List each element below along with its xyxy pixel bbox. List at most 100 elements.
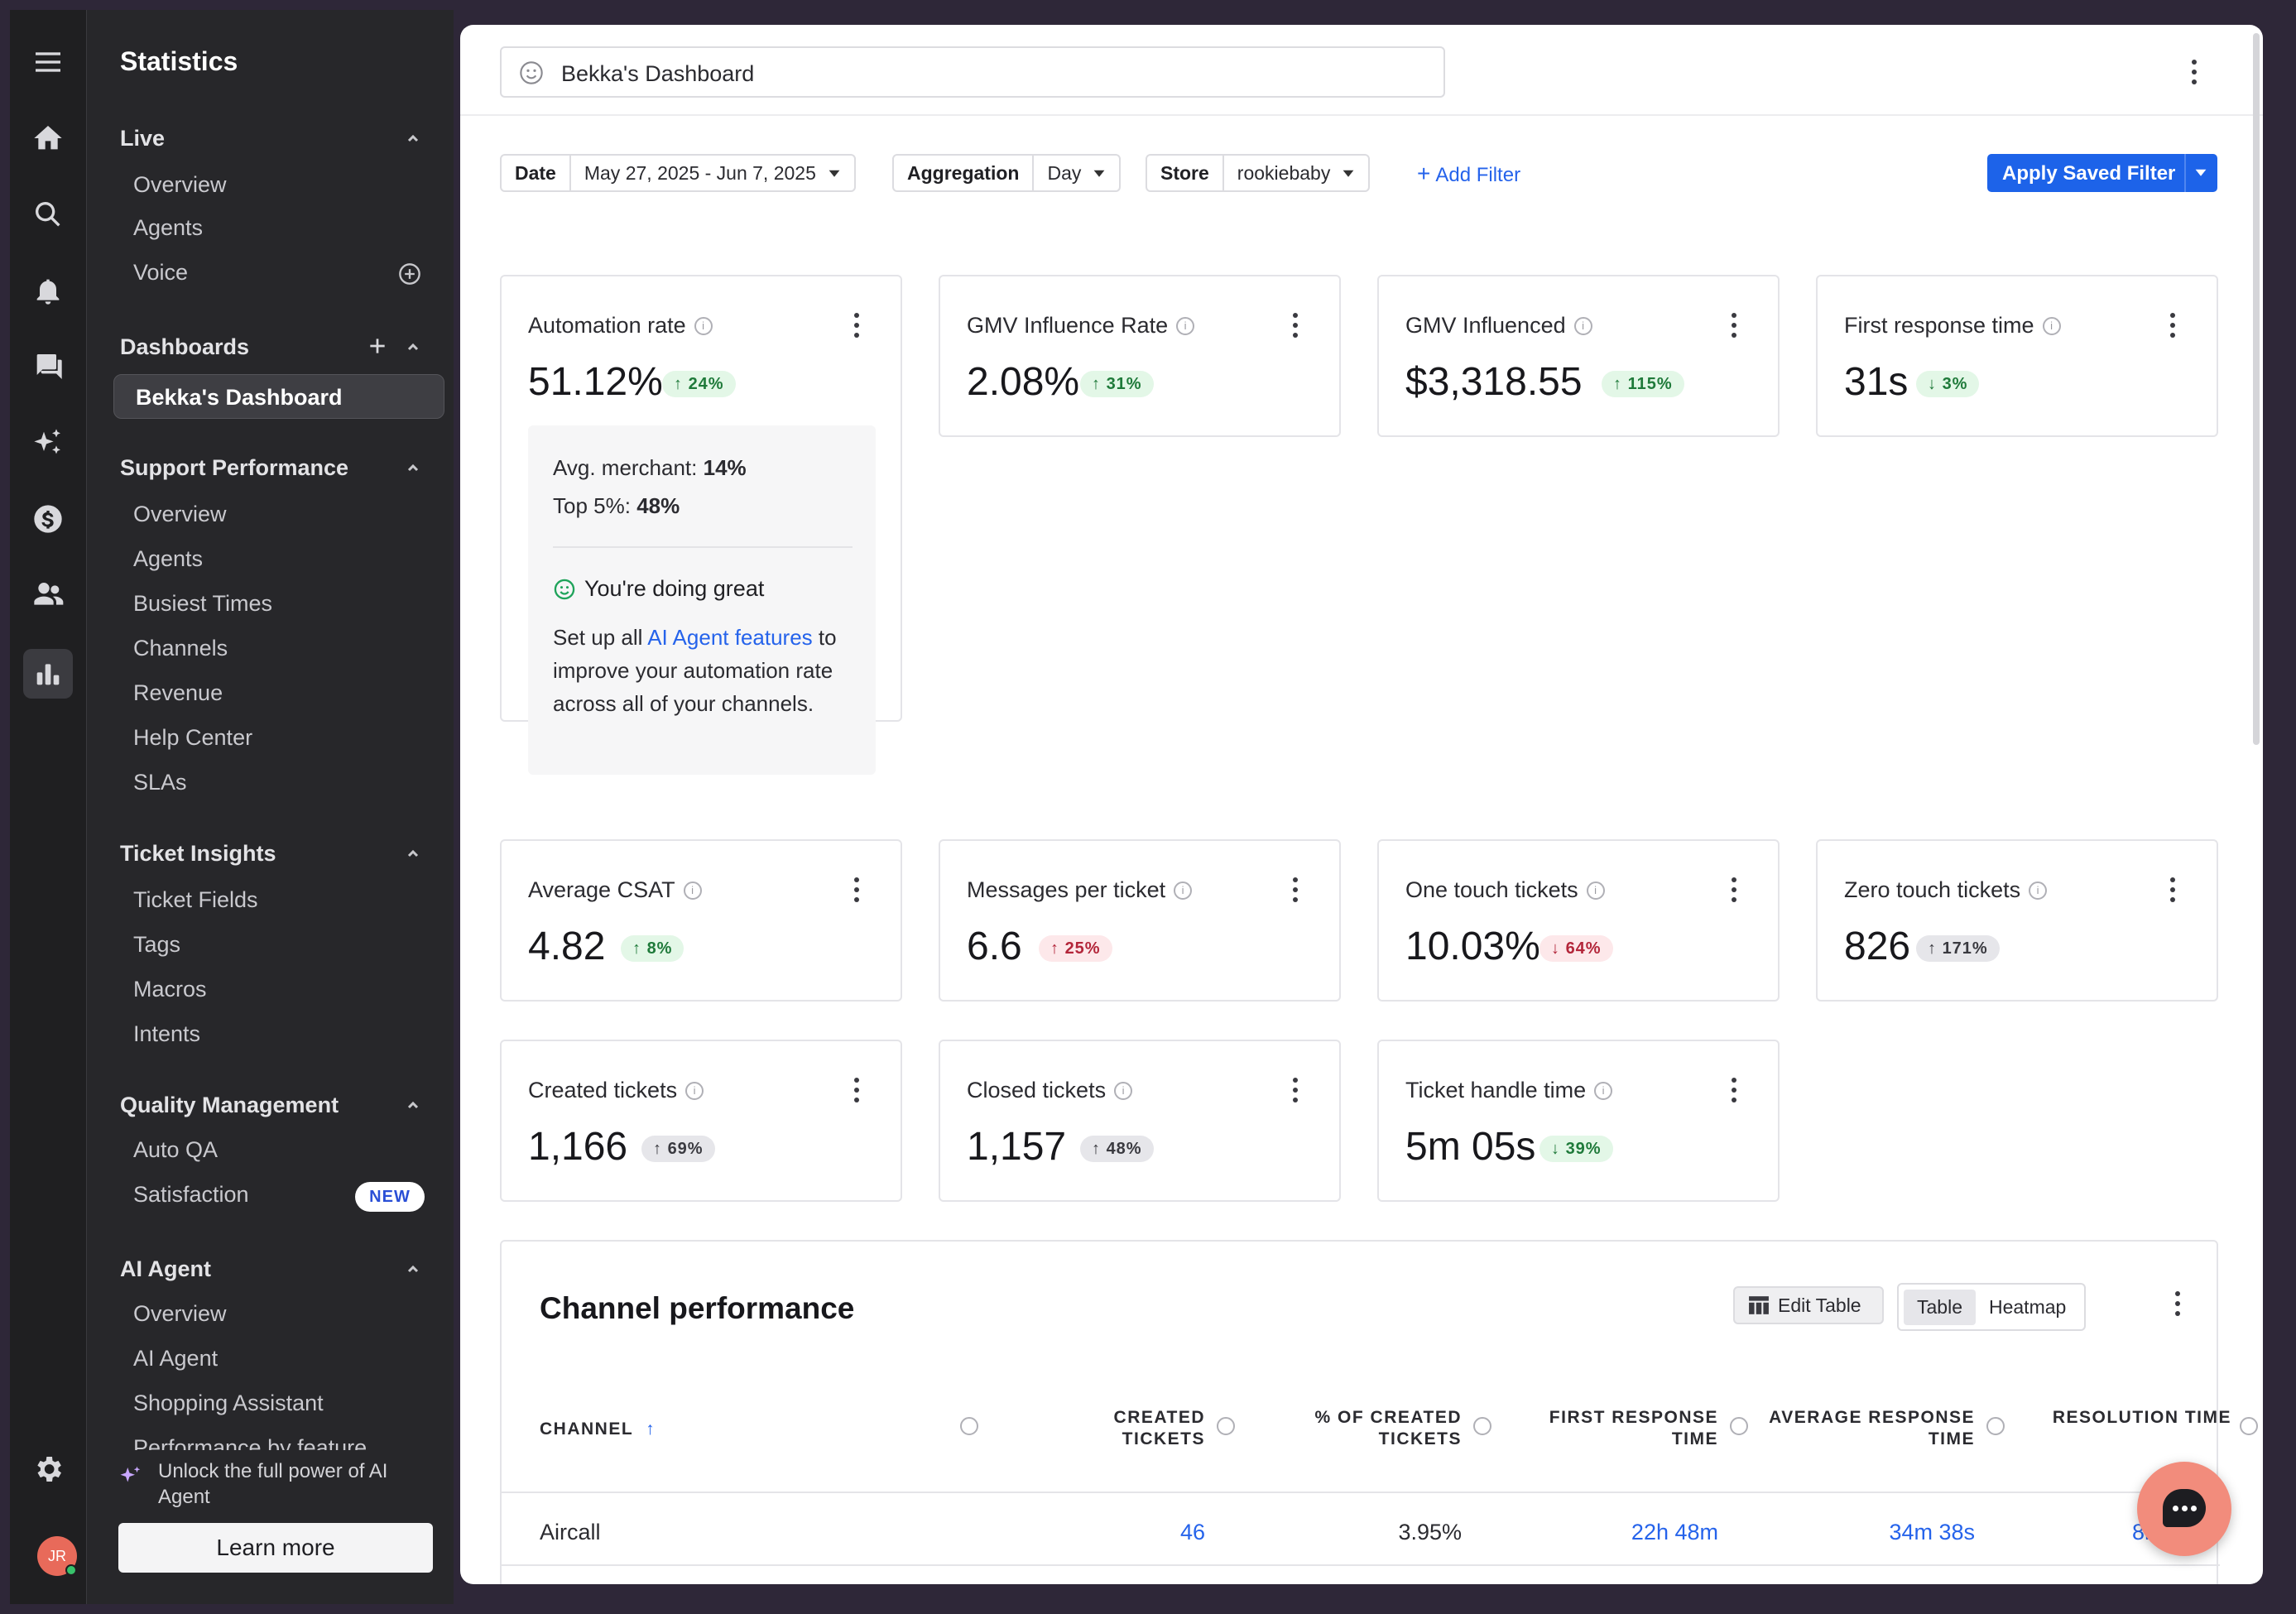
section-live[interactable]: Live [120,126,166,151]
info-icon[interactable]: i [1594,1081,1613,1100]
info-icon[interactable] [1986,1417,2005,1435]
card-more-icon[interactable] [853,877,861,905]
emoji-icon[interactable] [518,60,545,86]
metric-card-messages-per-ticket[interactable]: Messages per ticket i 6.6 ↑ 25% [939,839,1341,1002]
table-view-tab[interactable]: Table [1904,1289,1976,1325]
section-support-performance[interactable]: Support Performance [120,455,349,480]
sidebar-item-support-agents[interactable]: Agents [133,546,204,571]
chevron-up-icon[interactable] [403,129,423,149]
sidebar-item-bekkas-dashboard[interactable]: Bekka's Dashboard [113,374,444,419]
chevron-up-icon[interactable] [403,459,423,478]
card-more-icon[interactable] [2169,313,2177,341]
sidebar-item-auto-qa[interactable]: Auto QA [133,1137,219,1162]
heatmap-view-tab[interactable]: Heatmap [1988,1295,2067,1318]
sidebar-item-macros[interactable]: Macros [133,977,207,1002]
caret-down-icon[interactable] [2194,166,2207,179]
sidebar-item-intents[interactable]: Intents [133,1021,201,1046]
sidebar-item-ticket-fields[interactable]: Ticket Fields [133,887,258,912]
metric-card-zero-touch-tickets[interactable]: Zero touch tickets i 826 ↑ 171% [1816,839,2218,1002]
section-dashboards[interactable]: Dashboards [120,334,250,359]
cell-created-tickets[interactable]: 2 [1064,1583,1205,1584]
card-more-icon[interactable] [1730,877,1738,905]
info-icon[interactable]: i [694,316,713,335]
sidebar-item-performance-by-feature[interactable]: Performance by feature [133,1435,367,1450]
sidebar-item-revenue[interactable]: Revenue [133,680,223,705]
store-filter[interactable]: Store rookiebaby [1146,154,1371,192]
apply-saved-filter-button[interactable]: Apply Saved Filter [1987,154,2217,192]
card-more-icon[interactable] [853,313,861,341]
info-icon[interactable] [1730,1417,1748,1435]
card-more-icon[interactable] [1730,313,1738,341]
sidebar-item-ai-overview[interactable]: Overview [133,1301,227,1326]
section-ticket-insights[interactable]: Ticket Insights [120,841,276,866]
metric-card-automation-rate[interactable]: Automation rate i 51.12% ↑ 24% Avg. merchant… [500,275,902,775]
column-header-pct-created[interactable]: % OF CREATED TICKETS [1314,1408,1462,1448]
dashboard-name-field[interactable]: Bekka's Dashboard [500,46,1445,98]
section-ai-agent[interactable]: AI Agent [120,1256,211,1281]
add-filter-button[interactable]: + Add Filter [1417,161,1520,187]
card-more-icon[interactable] [1291,313,1299,341]
users-icon[interactable] [29,576,67,614]
info-icon[interactable] [1473,1417,1491,1435]
learn-more-button[interactable]: Learn more [118,1523,433,1573]
chevron-up-icon[interactable] [403,1096,423,1116]
info-icon[interactable]: i [2029,881,2048,900]
info-icon[interactable]: i [683,881,702,900]
card-more-icon[interactable] [2169,877,2177,905]
sidebar-item-support-overview[interactable]: Overview [133,502,227,526]
info-icon[interactable]: i [1114,1081,1133,1100]
sidebar-item-live-agents[interactable]: Agents [133,215,204,240]
cell-average-response[interactable]: 34m 38s [1889,1520,1975,1544]
table-more-icon[interactable] [2174,1291,2182,1319]
cell-created-tickets[interactable]: 46 [1179,1520,1205,1544]
card-more-icon[interactable] [1291,1078,1299,1106]
sidebar-item-tags[interactable]: Tags [133,932,181,957]
info-icon[interactable]: i [1174,881,1193,900]
statistics-icon[interactable] [23,649,73,699]
column-header-resolution[interactable]: RESOLUTION TIME [2052,1408,2231,1427]
settings-icon[interactable] [29,1450,67,1488]
sidebar-item-channels[interactable]: Channels [133,636,228,660]
sidebar-item-live-overview[interactable]: Overview [133,172,227,197]
bell-icon[interactable] [29,271,67,310]
chevron-up-icon[interactable] [403,844,423,864]
metric-card-gmv-influenced[interactable]: GMV Influenced i $3,318.55 ↑ 115% [1377,275,1780,437]
more-options-icon[interactable] [2190,60,2198,88]
section-quality-management[interactable]: Quality Management [120,1093,339,1117]
dollar-icon[interactable] [29,500,67,538]
metric-card-closed-tickets[interactable]: Closed tickets i 1,157 ↑ 48% [939,1040,1341,1202]
metric-card-ticket-handle-time[interactable]: Ticket handle time i 5m 05s ↓ 39% [1377,1040,1780,1202]
card-more-icon[interactable] [1730,1078,1738,1106]
metric-card-first-response-time[interactable]: First response time i 31s ↓ 3% [1816,275,2218,437]
column-header-channel[interactable]: CHANNEL ↑ [540,1419,656,1440]
info-icon[interactable]: i [1573,316,1592,335]
info-icon[interactable]: i [2042,316,2061,335]
date-filter[interactable]: Date May 27, 2025 - Jun 7, 2025 [500,154,856,192]
metric-card-one-touch-tickets[interactable]: One touch tickets i 10.03% ↓ 64% [1377,839,1780,1002]
info-icon[interactable]: i [1586,881,1605,900]
scrollbar[interactable] [2253,33,2260,745]
column-header-created-tickets[interactable]: CREATED TICKETS [1113,1408,1205,1448]
add-dashboard-icon[interactable] [367,335,388,357]
edit-table-button[interactable]: Edit Table [1733,1286,1884,1324]
card-more-icon[interactable] [1291,877,1299,905]
column-header-first-response[interactable]: FIRST RESPONSE TIME [1549,1408,1718,1448]
column-header-average-response[interactable]: AVERAGE RESPONSE TIME [1769,1408,1975,1448]
card-more-icon[interactable] [853,1078,861,1106]
cell-first-response[interactable]: 22h 48m [1631,1520,1718,1544]
sparkles-icon[interactable] [29,424,67,462]
user-avatar[interactable]: JR [37,1536,77,1576]
info-icon[interactable] [1217,1417,1235,1435]
sidebar-item-busiest-times[interactable]: Busiest Times [133,591,273,616]
menu-icon[interactable] [29,43,67,81]
home-icon[interactable] [29,119,67,157]
messages-icon[interactable] [29,348,67,386]
ai-agent-features-link[interactable]: AI Agent features [647,625,813,650]
sidebar-item-shopping-assistant[interactable]: Shopping Assistant [133,1391,324,1415]
sidebar-item-ai-agent[interactable]: AI Agent [133,1346,219,1371]
sidebar-item-voice[interactable]: Voice [133,260,189,285]
search-icon[interactable] [29,195,67,233]
sidebar-item-slas[interactable]: SLAs [133,770,187,795]
metric-card-average-csat[interactable]: Average CSAT i 4.82 ↑ 8% [500,839,902,1002]
sidebar-item-help-center[interactable]: Help Center [133,725,253,750]
